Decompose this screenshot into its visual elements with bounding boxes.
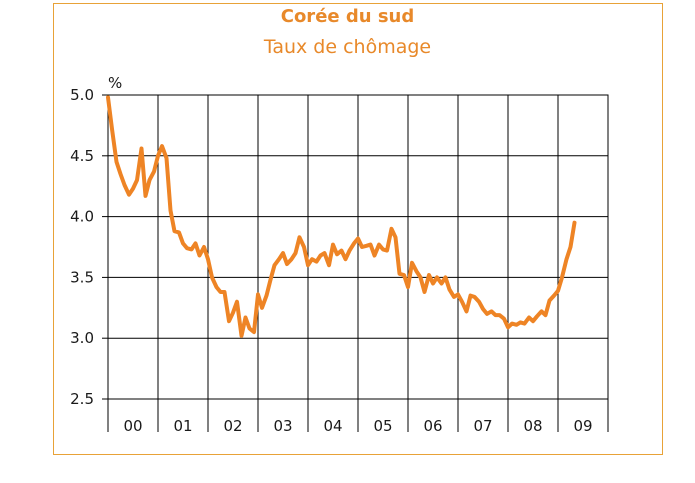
series-line <box>106 95 577 338</box>
y-tick-label: 2.5 <box>70 390 94 408</box>
x-tick-label: 07 <box>473 417 492 435</box>
chart-subtitle: Taux de chômage <box>263 36 432 58</box>
y-tick-label: 4.5 <box>70 147 94 165</box>
x-tick-label: 01 <box>173 417 192 435</box>
x-tick-label: 03 <box>273 417 292 435</box>
x-tick-label: 08 <box>523 417 542 435</box>
x-tick-label: 00 <box>123 417 142 435</box>
x-tick-label: 09 <box>573 417 592 435</box>
y-tick-label: 3.0 <box>70 329 94 347</box>
chart-frame <box>53 3 663 455</box>
chart-title: Corée du sud <box>280 6 415 27</box>
x-tick-label: 05 <box>373 417 392 435</box>
y-axis-unit: % <box>108 74 122 92</box>
y-tick-label: 4.0 <box>70 208 94 226</box>
y-tick-label: 3.5 <box>70 268 94 286</box>
x-tick-label: 04 <box>323 417 342 435</box>
x-tick-label: 02 <box>223 417 242 435</box>
x-tick-label: 06 <box>423 417 442 435</box>
y-tick-label: 5.0 <box>70 86 94 104</box>
